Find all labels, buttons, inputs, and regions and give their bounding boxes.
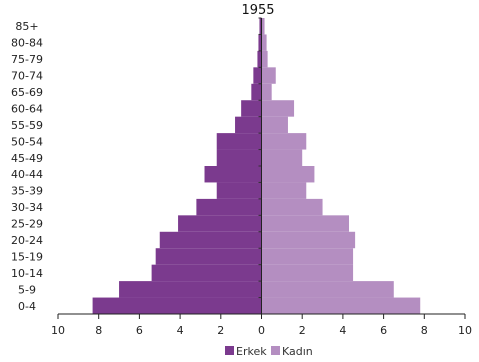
x-tick-label-0: 10 [51, 324, 65, 337]
age-label-30-34: 30-34 [11, 201, 43, 214]
x-tick-label-8: 6 [380, 324, 387, 337]
bar-erkek-55-59 [235, 116, 262, 134]
bar-kadin-15-19 [261, 248, 354, 265]
age-label-35-39: 35-39 [11, 185, 43, 198]
x-tick-label-6: 2 [299, 324, 306, 337]
x-tick-label-7: 4 [339, 324, 346, 337]
age-label-10-14: 10-14 [11, 267, 43, 280]
age-label-80-84: 80-84 [11, 37, 43, 50]
bar-erkek-5-9 [119, 281, 262, 298]
age-label-70-74: 70-74 [11, 70, 43, 83]
age-label-85+: 85+ [15, 20, 38, 33]
age-label-65-69: 65-69 [11, 86, 43, 99]
bar-kadin-60-64 [261, 100, 295, 117]
bar-erkek-25-29 [178, 215, 262, 232]
age-label-55-59: 55-59 [11, 119, 43, 132]
bar-kadin-30-34 [261, 198, 323, 216]
bar-erkek-40-44 [204, 166, 262, 183]
x-tick-label-1: 8 [95, 324, 102, 337]
legend-label-erkek: Erkek [236, 345, 267, 358]
bar-kadin-65-69 [261, 83, 272, 101]
x-tick-label-10: 10 [458, 324, 472, 337]
bar-erkek-50-54 [216, 133, 262, 150]
bar-kadin-25-29 [261, 215, 350, 232]
age-labels-group: 0-4 5-9 10-14 15-19 20-24 25-29 30-34 35-39 40-4… [11, 20, 43, 313]
bar-kadin-35-39 [261, 182, 307, 199]
bar-erkek-10-14 [151, 264, 262, 282]
x-tick-label-4: 2 [217, 324, 224, 337]
age-label-0-4: 0-4 [18, 300, 36, 313]
bar-erkek-45-49 [216, 149, 262, 166]
age-label-15-19: 15-19 [11, 250, 43, 263]
x-tick-label-5: 0 [258, 324, 265, 337]
bar-erkek-75-79 [257, 50, 262, 68]
legend: Erkek Kadın [225, 345, 313, 358]
bar-kadin-5-9 [261, 281, 394, 298]
bar-erkek-35-39 [216, 182, 262, 199]
bar-kadin-40-44 [261, 166, 315, 183]
age-label-50-54: 50-54 [11, 135, 43, 148]
age-label-20-24: 20-24 [11, 234, 43, 247]
age-label-5-9: 5-9 [18, 283, 36, 296]
age-label-75-79: 75-79 [11, 53, 43, 66]
age-label-45-49: 45-49 [11, 152, 43, 165]
bar-erkek-85+ [259, 18, 262, 35]
bar-kadin-45-49 [261, 149, 303, 166]
bar-kadin-70-74 [261, 67, 276, 84]
x-tick-label-3: 4 [177, 324, 184, 337]
bar-kadin-10-14 [261, 264, 354, 282]
bar-erkek-15-19 [155, 248, 262, 265]
bar-kadin-55-59 [261, 116, 288, 134]
legend-label-kadin: Kadın [282, 345, 313, 358]
bar-erkek-60-64 [241, 100, 262, 117]
bar-erkek-30-34 [196, 198, 262, 216]
age-label-40-44: 40-44 [11, 168, 43, 181]
chart-title: 1955 [241, 3, 274, 18]
bar-kadin-75-79 [261, 50, 268, 68]
x-tick-label-9: 8 [421, 324, 428, 337]
age-label-60-64: 60-64 [11, 102, 43, 115]
bar-kadin-20-24 [261, 231, 356, 249]
bar-erkek-65-69 [251, 83, 262, 101]
legend-swatch-erkek [225, 346, 234, 355]
bar-kadin-80-84 [261, 34, 267, 51]
bar-kadin-0-4 [261, 297, 421, 314]
bar-kadin-50-54 [261, 133, 307, 150]
bar-erkek-20-24 [159, 231, 262, 249]
bar-kadin-85+ [261, 18, 265, 35]
legend-swatch-kadin [271, 346, 280, 355]
x-tick-label-2: 6 [136, 324, 143, 337]
bar-erkek-70-74 [253, 67, 262, 84]
bar-erkek-0-4 [92, 297, 262, 314]
bar-erkek-80-84 [258, 34, 262, 51]
age-label-25-29: 25-29 [11, 218, 43, 231]
bars-group [92, 18, 421, 314]
axes-group: 10 8 6 4 2 0 2 4 6 8 10 [51, 17, 472, 337]
